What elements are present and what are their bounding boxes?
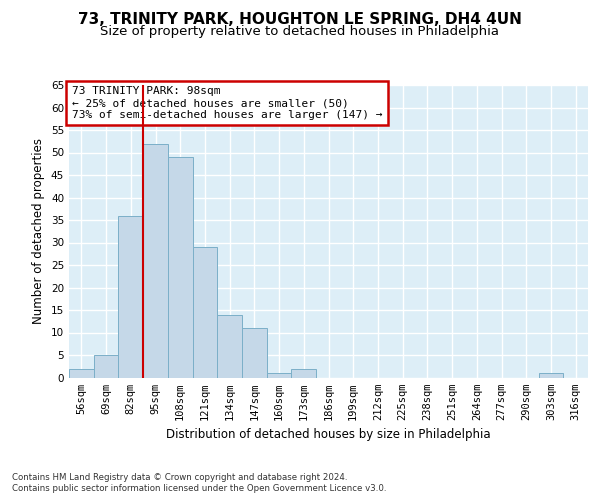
Bar [118, 216, 143, 378]
Text: Contains HM Land Registry data © Crown copyright and database right 2024.: Contains HM Land Registry data © Crown c… [12, 472, 347, 482]
Text: 73 TRINITY PARK: 98sqm
← 25% of detached houses are smaller (50)
73% of semi-det: 73 TRINITY PARK: 98sqm ← 25% of detached… [71, 86, 382, 120]
Text: 73, TRINITY PARK, HOUGHTON LE SPRING, DH4 4UN: 73, TRINITY PARK, HOUGHTON LE SPRING, DH… [78, 12, 522, 28]
Bar [143, 144, 168, 378]
Bar [267, 373, 292, 378]
Bar [292, 368, 316, 378]
Bar [217, 314, 242, 378]
Bar [69, 368, 94, 378]
Text: Contains public sector information licensed under the Open Government Licence v3: Contains public sector information licen… [12, 484, 386, 493]
Bar [94, 355, 118, 378]
Y-axis label: Number of detached properties: Number of detached properties [32, 138, 46, 324]
Bar [242, 328, 267, 378]
X-axis label: Distribution of detached houses by size in Philadelphia: Distribution of detached houses by size … [166, 428, 491, 441]
Bar [168, 157, 193, 378]
Bar [193, 247, 217, 378]
Bar [539, 373, 563, 378]
Text: Size of property relative to detached houses in Philadelphia: Size of property relative to detached ho… [101, 25, 499, 38]
